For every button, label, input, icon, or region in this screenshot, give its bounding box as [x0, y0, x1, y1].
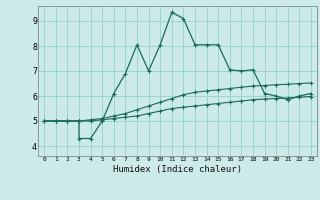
X-axis label: Humidex (Indice chaleur): Humidex (Indice chaleur)	[113, 165, 242, 174]
